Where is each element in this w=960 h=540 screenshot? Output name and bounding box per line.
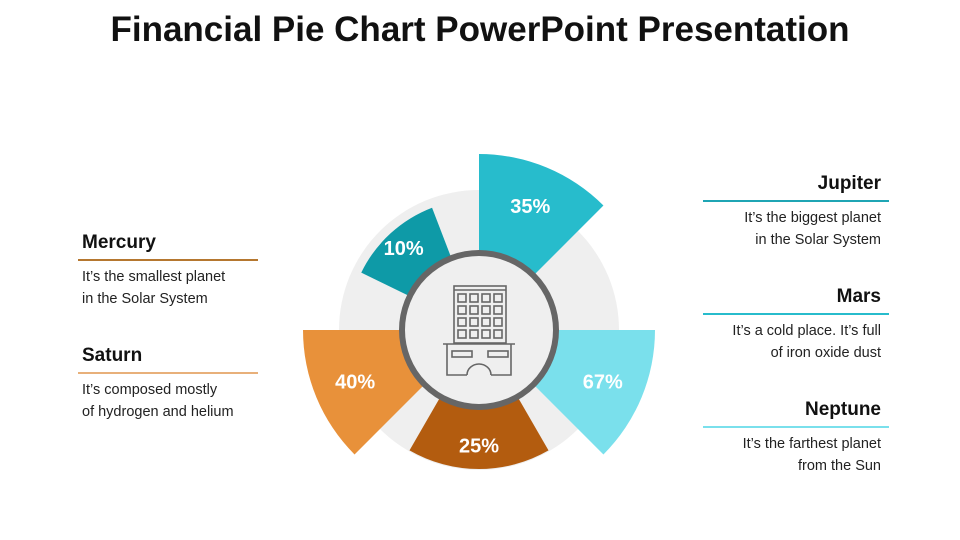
legend-divider [703,313,889,315]
building-window [481,317,491,327]
legend-divider [78,372,258,374]
legend-heading: Saturn [82,345,143,366]
legend-heading: Mars [836,286,881,307]
legend-neptune: Neptune It’s the farthest planet from the… [703,399,889,477]
building-window [469,317,479,327]
building-window [481,305,491,315]
legend-divider [78,259,258,261]
legend-heading: Mercury [82,232,156,253]
legend-mercury: Mercury It’s the smallest planet in the S… [78,232,258,310]
building-icon [443,285,515,376]
building-window [457,317,467,327]
building-window [481,293,491,303]
legend-heading: Neptune [805,399,881,420]
building-window [469,329,479,339]
legend-heading: Jupiter [817,173,881,194]
building-window [493,317,503,327]
segment-label: 40% [335,371,375,393]
legend-description: It’s the farthest planet from the Sun [742,436,881,474]
legend-description: It’s a cold place. It’s full of iron oxid… [732,323,881,361]
building-window [457,329,467,339]
building-window [469,293,479,303]
legend-description: It’s composed mostly of hydrogen and heli… [82,382,234,420]
center-circle [399,250,559,410]
legend-jupiter: Jupiter It’s the biggest planet in the So… [703,173,889,251]
legend-description: It’s the biggest planet in the Solar Syst… [744,210,881,248]
building-window [493,329,503,339]
building-window [457,305,467,315]
legend-mars: Mars It’s a cold place. It’s full of iron… [703,286,889,364]
segment-label: 35% [510,196,550,218]
legend-saturn: Saturn It’s composed mostly of hydrogen a… [78,345,258,423]
segment-label: 25% [459,436,499,458]
legend-divider [703,426,889,428]
building-window [481,329,491,339]
building-window [493,305,503,315]
building-window [469,305,479,315]
building-window [457,293,467,303]
legend-divider [703,200,889,202]
segment-label: 10% [384,238,424,260]
segment-label: 67% [583,371,623,393]
building-window [493,293,503,303]
slide-title: Financial Pie Chart PowerPoint Presentat… [110,10,850,49]
legend-description: It’s the smallest planet in the Solar Sys… [82,269,226,307]
